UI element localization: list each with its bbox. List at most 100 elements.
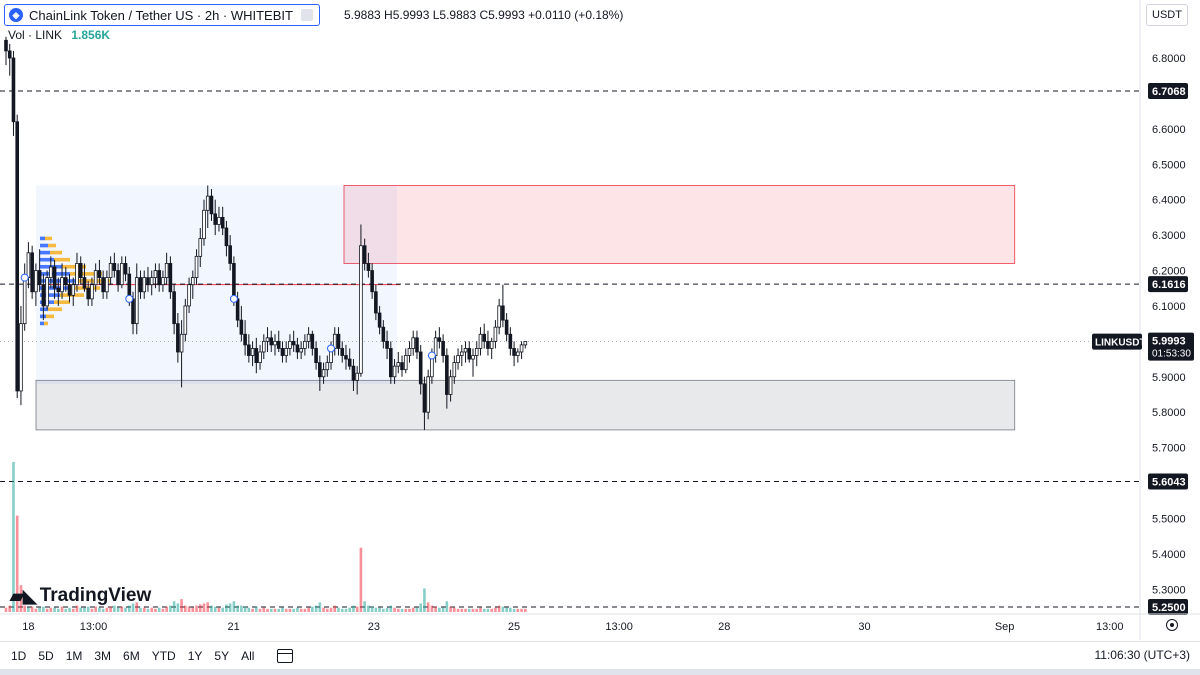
candle-body: [90, 284, 94, 300]
volume-bar: [202, 603, 206, 612]
time-tick: 25: [508, 621, 520, 633]
candle-body: [508, 333, 513, 349]
candle-body: [108, 263, 113, 278]
candle-body: [146, 277, 150, 286]
volume-bar: [370, 606, 374, 612]
candle-body: [168, 263, 173, 293]
volume-bar: [53, 607, 56, 612]
volume-bar: [363, 601, 366, 612]
volume-bar: [165, 606, 168, 612]
volume-bar: [187, 606, 191, 612]
profile-bar-down: [40, 257, 54, 262]
symbol-label: LINKUSDT: [1095, 338, 1146, 349]
volume-bar: [139, 607, 142, 612]
candle-body: [519, 344, 524, 353]
candle-body: [71, 284, 76, 296]
time-tick: 13:00: [605, 621, 633, 633]
volume-bar: [161, 608, 165, 612]
candle-body: [15, 121, 20, 392]
candle-body: [52, 266, 57, 289]
candle-body: [303, 340, 307, 349]
volume-bar: [247, 607, 251, 612]
volume-bar: [464, 608, 467, 612]
timeframe-ytd[interactable]: YTD: [151, 649, 176, 663]
volume-value: 1.856K: [71, 28, 111, 42]
candle-body: [112, 263, 117, 271]
candle-body: [474, 348, 479, 356]
symbol-header[interactable]: ◈ ChainLink Token / Tether US · 2h · WHI…: [4, 4, 320, 26]
candle-body: [321, 369, 326, 378]
clock-display[interactable]: 11:06:30 (UTC+3): [1094, 648, 1191, 662]
volume-bar: [367, 605, 370, 612]
volume-bar: [34, 608, 38, 612]
event-marker: [20, 273, 29, 282]
candle-body: [247, 344, 251, 356]
bottom-toolbar: 1D 5D 1M 3M 6M YTD 1Y 5Y All 11:06:30 (U…: [0, 641, 1200, 670]
candle-body: [82, 277, 87, 289]
volume-bar: [269, 608, 273, 612]
volume-bar: [359, 547, 363, 612]
price-tick: 5.3000: [1152, 584, 1186, 596]
volume-bar: [512, 608, 516, 612]
candle-body: [265, 337, 270, 342]
candle-body: [120, 263, 124, 286]
timeframe-1m[interactable]: 1M: [65, 649, 83, 663]
volume-bar: [273, 608, 277, 612]
price-tick: 6.6000: [1152, 124, 1186, 136]
profile-bar-down: [40, 236, 45, 241]
candle-body: [501, 305, 505, 321]
timeframe-all[interactable]: All: [241, 649, 255, 663]
volume-bars-layer: [4, 462, 527, 612]
candle-body: [306, 333, 311, 342]
candle-body: [142, 277, 147, 293]
markers-layer: [20, 273, 436, 360]
volume-bar: [423, 588, 426, 612]
timeframe-3m[interactable]: 3M: [94, 649, 112, 663]
volume-bar: [266, 608, 269, 612]
volume-bar: [449, 606, 452, 612]
volume-bar: [348, 607, 352, 612]
volume-bar: [19, 585, 23, 612]
volume-bar: [255, 606, 258, 612]
profile-bar-up: [44, 321, 48, 326]
volume-bar: [232, 601, 236, 612]
timeframe-5d[interactable]: 5D: [38, 649, 54, 663]
volume-bar: [57, 608, 60, 612]
volume-bar: [180, 599, 183, 612]
candle-body: [183, 305, 188, 335]
profile-bar-down: [40, 279, 78, 283]
timeframe-1d[interactable]: 1D: [11, 649, 27, 663]
volume-bar: [288, 608, 292, 612]
candle-body: [123, 263, 128, 275]
currency-selector[interactable]: USDT: [1146, 4, 1188, 26]
timeframe-1y[interactable]: 1Y: [187, 649, 203, 663]
volume-bar: [471, 608, 475, 612]
candle-body: [366, 263, 371, 271]
go-to-date-icon[interactable]: [277, 649, 294, 663]
symbol-toggle-icon[interactable]: [300, 9, 313, 21]
volume-bar: [445, 601, 449, 612]
volume-bar: [482, 608, 486, 612]
volume-bar: [490, 608, 493, 612]
volume-bar: [355, 606, 359, 612]
chart-settings-icon[interactable]: [1166, 619, 1178, 631]
candle-body: [198, 238, 203, 257]
candle-body: [250, 348, 255, 356]
volume-legend[interactable]: Vol · LINK 1.856K: [8, 28, 110, 42]
candle-body: [224, 227, 229, 247]
volume-bar: [38, 607, 41, 612]
last-price-tag: [1148, 332, 1194, 361]
candle-body: [284, 348, 288, 356]
volume-bar: [501, 606, 505, 612]
countdown-label: 01:53:30: [1152, 349, 1191, 360]
timeframe-6m[interactable]: 6M: [123, 649, 140, 663]
price-chart[interactable]: 6.8000 6.6000 6.5000 6.4000 6.3000 6.2000 6.10…: [0, 0, 1200, 640]
profile-bar-up: [45, 236, 52, 241]
volume-bar: [311, 606, 314, 612]
candle-body: [415, 337, 419, 353]
volume-bar: [105, 607, 109, 612]
candle-body: [418, 351, 423, 385]
timeframe-5y[interactable]: 5Y: [214, 649, 230, 663]
volume-bar: [154, 608, 157, 612]
